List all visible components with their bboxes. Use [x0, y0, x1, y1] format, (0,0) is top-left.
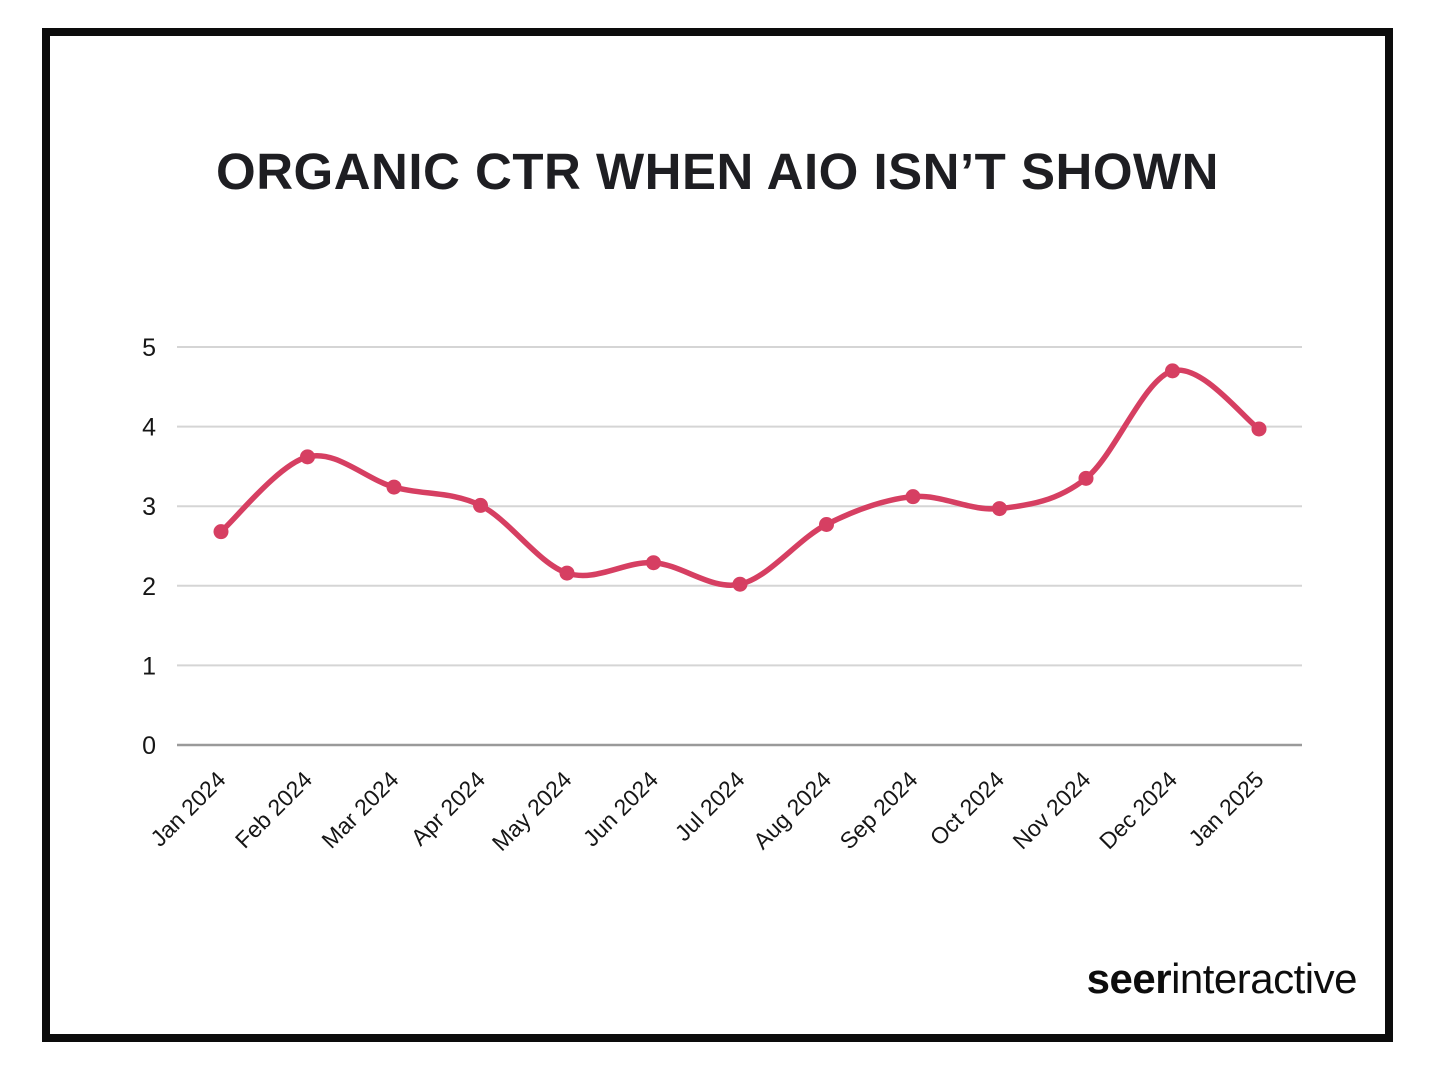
x-tick-label: Jun 2024 [578, 766, 663, 851]
data-point-marker [559, 565, 575, 581]
ctr-trend-line [218, 367, 1262, 588]
x-tick-label: Dec 2024 [1094, 766, 1182, 854]
data-point-marker [1078, 470, 1094, 486]
data-point-marker [905, 489, 921, 505]
data-point-marker [386, 479, 402, 495]
y-tick-label: 1 [142, 652, 156, 680]
seer-interactive-logo: seerinteractive [1086, 955, 1358, 1002]
logo-interactive: interactive [1171, 955, 1357, 1002]
data-point-marker [992, 501, 1007, 517]
data-point-marker [213, 524, 229, 540]
x-tick-label: Sep 2024 [835, 766, 923, 854]
logo-seer: seer [1086, 955, 1172, 1002]
x-tick-label: Jul 2024 [670, 766, 750, 846]
data-point-marker [819, 517, 834, 533]
data-point-marker [1165, 363, 1180, 379]
x-tick-label: Feb 2024 [230, 766, 317, 853]
x-tick-label: Apr 2024 [406, 766, 491, 851]
x-tick-label: Jan 2025 [1183, 766, 1268, 851]
data-point-marker [732, 576, 748, 592]
x-tick-label: Nov 2024 [1008, 766, 1096, 854]
y-tick-label: 4 [142, 414, 156, 442]
data-point-marker [646, 555, 661, 571]
x-tick-label: Jan 2024 [145, 766, 230, 851]
y-tick-label: 0 [142, 732, 156, 760]
y-tick-label: 3 [142, 493, 156, 521]
y-tick-label: 5 [142, 334, 156, 362]
x-tick-label: Mar 2024 [316, 766, 403, 853]
chart-title: ORGANIC CTR WHEN AIO ISN’T SHOWN [216, 143, 1219, 200]
y-tick-label: 2 [142, 573, 156, 601]
data-point-marker [300, 449, 315, 465]
data-point-marker [473, 497, 488, 513]
x-tick-label: May 2024 [487, 766, 577, 856]
data-point-marker [1251, 421, 1267, 437]
x-tick-label: Oct 2024 [925, 766, 1010, 851]
x-tick-label: Aug 2024 [748, 766, 836, 854]
